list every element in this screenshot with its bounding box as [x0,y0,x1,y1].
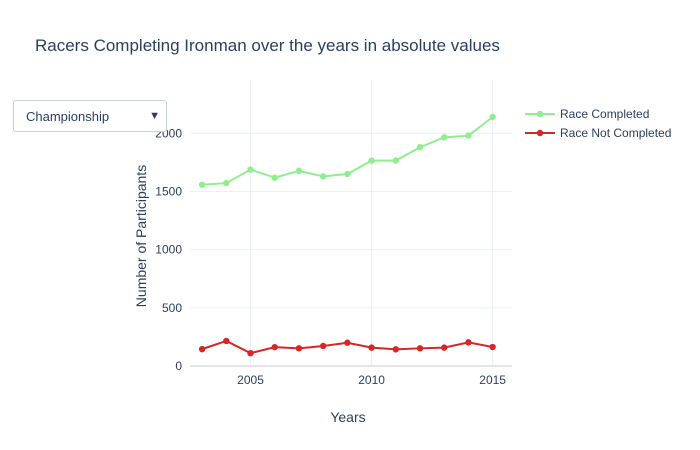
dropdown-selected-value: Championship [26,108,110,124]
data-point [344,339,351,346]
data-point [441,134,448,141]
data-point [392,346,399,353]
y-tick-label: 500 [162,301,182,315]
data-point [271,343,278,351]
data-point [295,345,303,352]
legend-item-label: Race Completed [560,107,649,121]
data-point [489,343,496,351]
legend-marker [536,129,544,137]
y-tick-label: 1000 [155,243,182,257]
data-point [223,179,230,187]
data-point [319,173,327,180]
data-point [344,170,351,178]
data-point [198,345,206,353]
data-point [295,167,303,175]
championship-dropdown[interactable]: Championship ▼ [13,100,167,132]
x-axis-label: Years [330,409,365,425]
legend-item-label: Race Not Completed [560,126,671,140]
data-point [392,157,399,164]
data-point [198,181,206,188]
legend: Race Completed Race Not Completed [525,107,671,140]
data-point [368,157,375,164]
data-point [271,174,278,181]
x-tick-label: 2005 [237,373,264,387]
data-point [489,113,496,121]
data-point [247,166,254,173]
y-axis-label: Number of Participants [133,165,149,307]
gridlines [190,80,512,367]
y-tick-label: 0 [175,359,182,373]
x-tick-label: 2010 [358,373,385,387]
data-point [465,339,472,346]
data-point [416,345,424,352]
data-point [465,132,472,139]
data-point [223,337,230,345]
series-group [198,113,496,357]
caret-down-icon: ▼ [149,110,160,122]
y-tick-label: 1500 [155,184,182,198]
legend-marker [536,110,544,118]
data-point [319,342,327,350]
data-point [247,350,254,357]
data-point [441,344,448,351]
x-tick-label: 2015 [479,373,506,387]
chart-title: Racers Completing Ironman over the years… [35,36,500,55]
data-point [416,144,424,151]
data-point [368,344,375,351]
